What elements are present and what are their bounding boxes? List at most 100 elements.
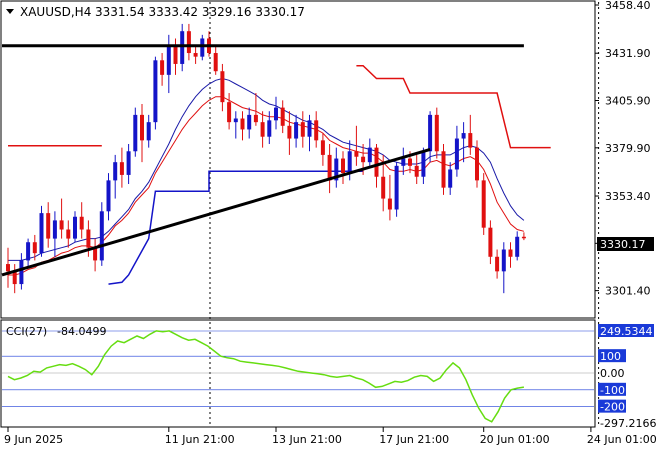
candle-body [307,120,312,137]
time-tick-label: 24 Jun 01:00 [587,433,657,446]
candle-body [367,147,372,163]
cci-tick-label: 0.00 [600,367,625,380]
candle-body [140,114,144,141]
candle-body [300,122,305,137]
candle-body [327,154,332,181]
candle-body [79,216,84,230]
candle-body [59,220,64,230]
candle-body [421,151,426,177]
candle-body [267,120,272,137]
cci-value: -84.0499 [57,325,106,338]
candle-body [414,165,419,177]
candle-body [213,53,218,72]
cci-name: CCI(27) [6,325,47,338]
candle-body [126,151,131,175]
cci-panel [0,319,596,428]
candle-body [39,213,44,254]
candle-body [401,158,406,166]
price-tick-label: 3353.40 [605,190,651,203]
stop-lines [8,65,551,285]
candle-body [381,176,386,199]
stop-line-blue [108,170,364,285]
candle-body [233,118,238,123]
candle-body [488,227,493,257]
candle-body [314,120,319,141]
symbol-label: XAUUSD,H4 [20,5,91,19]
price-tick-label: 3458.40 [605,0,651,12]
candle-body [341,158,345,174]
candle-body [46,213,51,239]
candles [6,23,526,294]
candle-body [180,31,185,64]
candle-body [475,147,479,181]
candle-body [294,122,299,139]
candle-body [287,125,292,139]
cci-line [7,330,525,423]
cci-line-group [7,330,525,423]
time-tick-label: 11 Jun 21:00 [165,433,235,446]
price-panel [0,0,596,319]
candle-body [32,242,37,254]
candle-body [501,249,506,272]
candle-body [106,180,111,212]
candle-body [52,220,57,239]
price-tick-label: 3379.90 [605,142,651,155]
candle-body [240,118,245,130]
candle-body [93,247,98,261]
candle-body [280,107,285,126]
cci-tick-label: 249.5344 [600,325,653,338]
candle-body [274,107,278,121]
price-tick-label: 3405.90 [605,95,651,108]
slow-ma-line [8,77,525,261]
candle-body [260,122,265,137]
cci-level-badge [598,324,654,337]
time-tick-label: 17 Jun 21:00 [379,433,449,446]
time-tick-label: 13 Jun 21:00 [272,433,342,446]
drawn-lines [1,44,524,277]
candle-body [354,151,359,157]
cci-tick-label: -200 [600,401,625,414]
candle-body [408,158,412,166]
candle-body [193,53,198,57]
candle-body [186,31,191,54]
candle-body [361,156,366,163]
price-tick-label: 3431.90 [605,47,651,60]
candle-body [153,60,158,123]
candle-body [66,229,71,239]
candle-body [515,236,520,257]
candle-body [26,242,31,261]
candle-body [160,60,165,75]
ohlc-values: 3331.54 3333.42 3329.16 3330.17 [95,5,305,19]
stop-line-red [356,65,551,149]
candle-body [247,114,252,130]
candle-body [441,151,446,188]
cci-level-badge [598,399,626,413]
candle-body [468,133,473,148]
time-axis: 9 Jun 2025 11 Jun 21:00 13 Jun 21:00 17 Jun… [4,427,657,446]
candle-body [86,229,91,248]
candle-body [19,260,24,285]
candle-body [508,249,513,257]
candle-body [113,162,118,181]
candle-body [394,165,399,210]
time-tick-label: 9 Jun 2025 [4,433,63,446]
candle-body [12,271,17,285]
cci-level-lines [2,330,594,407]
candle-body [119,162,124,175]
candle-body [461,133,466,139]
price-tick-label: 3301.40 [605,285,651,298]
cci-axis: 249.5344 100 0.00 -100 -200 -297.2166 [598,324,656,430]
cci-tick-label: -100 [600,384,625,397]
candle-body [320,140,325,155]
support-trendline [1,148,431,277]
candle-body [166,45,171,75]
candle-body [6,264,10,272]
cci-tick-label: 100 [600,350,621,363]
candle-body [374,147,379,177]
candle-body [227,102,232,123]
candle-body [200,38,205,57]
cci-level-badge [598,382,626,396]
triangle-down-icon[interactable] [6,9,14,14]
candle-body [434,114,439,152]
